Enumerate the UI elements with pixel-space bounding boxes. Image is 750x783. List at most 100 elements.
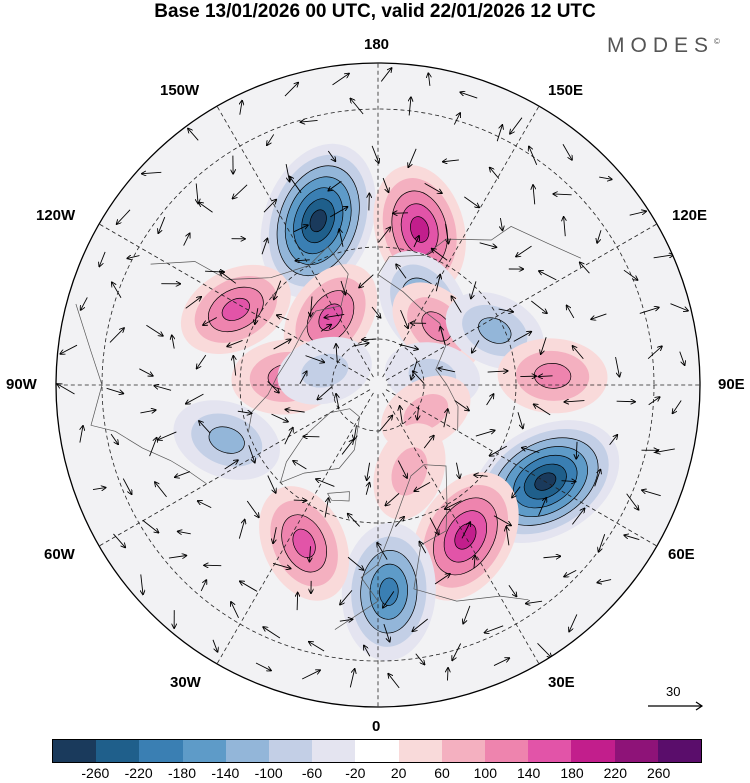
wind-vector bbox=[172, 335, 174, 349]
meridian-line bbox=[216, 392, 374, 665]
wind-vector bbox=[324, 498, 328, 518]
lon-label-30w: 30W bbox=[170, 674, 201, 691]
wind-vector bbox=[561, 481, 576, 482]
wind-vector bbox=[233, 184, 248, 199]
wind-vector bbox=[569, 614, 578, 631]
wind-vector bbox=[380, 68, 391, 82]
colorbar-swatch bbox=[528, 740, 572, 762]
wind-vector bbox=[309, 642, 325, 652]
wind-vector bbox=[445, 223, 448, 244]
wind-vector bbox=[336, 344, 337, 364]
wind-vector bbox=[573, 346, 584, 360]
coastline bbox=[377, 225, 582, 432]
colorbar-tick-label: 260 bbox=[646, 765, 671, 781]
wind-vector bbox=[348, 514, 360, 527]
wind-vector bbox=[339, 619, 353, 621]
wind-vector bbox=[196, 183, 198, 203]
lon-label-30e: 30E bbox=[548, 674, 575, 691]
wind-vector bbox=[175, 471, 191, 478]
wind-vector bbox=[273, 527, 277, 543]
wind-vector bbox=[212, 639, 218, 652]
wind-vector bbox=[487, 371, 508, 372]
colorbar-swatch bbox=[182, 740, 226, 762]
wind-vector bbox=[341, 440, 353, 455]
wind-vector bbox=[267, 134, 275, 145]
colorbar-swatch bbox=[96, 740, 140, 762]
wind-vector bbox=[122, 478, 131, 495]
colorbar-tick-label: 60 bbox=[434, 765, 450, 781]
colorbar-swatch bbox=[614, 740, 658, 762]
wind-vector bbox=[453, 113, 460, 125]
colorbar-swatch bbox=[312, 740, 356, 762]
wind-vector bbox=[460, 92, 478, 99]
wind-vector bbox=[529, 146, 538, 166]
wind-vector bbox=[231, 602, 239, 619]
wind-vector bbox=[220, 271, 237, 284]
wind-vector bbox=[543, 556, 560, 558]
wind-vector bbox=[158, 431, 177, 440]
lon-label-120w: 120W bbox=[36, 207, 76, 224]
wind-vector bbox=[564, 569, 577, 576]
wind-vector bbox=[599, 534, 606, 552]
wind-vector bbox=[285, 409, 305, 412]
colorbar-tick-label: -60 bbox=[301, 765, 323, 781]
brand-text: MODES bbox=[607, 34, 715, 57]
wind-vector bbox=[142, 172, 162, 173]
wind-vector bbox=[81, 297, 88, 310]
wind-vector bbox=[415, 653, 425, 665]
wind-vector bbox=[301, 120, 318, 122]
wind-vector bbox=[591, 313, 607, 319]
wind-vector bbox=[284, 83, 298, 97]
wind-vector bbox=[647, 346, 662, 360]
brand-logo: MODES© bbox=[607, 34, 720, 58]
wind-vector bbox=[443, 160, 459, 162]
lon-label-150e: 150E bbox=[548, 82, 584, 99]
wind-vector bbox=[443, 409, 448, 428]
wind-vector bbox=[354, 425, 356, 440]
wind-vector bbox=[271, 413, 288, 422]
wind-vector bbox=[510, 117, 523, 134]
wind-vector bbox=[396, 264, 407, 279]
wind-vector bbox=[516, 245, 532, 256]
wind-vector bbox=[388, 674, 400, 689]
wind-vector bbox=[445, 500, 462, 509]
wind-vector bbox=[393, 213, 408, 214]
wind-vector bbox=[567, 305, 575, 319]
reference-vector-label: 30 bbox=[666, 684, 681, 699]
wind-vector bbox=[397, 460, 407, 478]
wind-vector bbox=[199, 421, 211, 434]
wind-vector bbox=[475, 430, 495, 437]
wind-vector bbox=[299, 371, 307, 385]
colorbar-tick-label: 100 bbox=[473, 765, 498, 781]
wind-vector bbox=[451, 296, 462, 313]
colorbar-swatch bbox=[225, 740, 270, 762]
lon-label-180: 180 bbox=[364, 36, 390, 53]
anomaly-contour bbox=[309, 209, 327, 233]
wind-vector bbox=[653, 255, 674, 259]
colorbar-swatch bbox=[398, 740, 442, 762]
wind-vector bbox=[60, 344, 78, 354]
wind-vector bbox=[261, 239, 267, 255]
wind-vector bbox=[324, 314, 345, 317]
colorbar-swatch bbox=[485, 740, 529, 762]
wind-vector bbox=[366, 483, 369, 495]
wind-vector bbox=[310, 296, 312, 317]
wind-vector bbox=[599, 177, 612, 179]
wind-vector bbox=[197, 354, 207, 368]
wind-vector bbox=[461, 522, 470, 539]
wind-vector bbox=[316, 479, 335, 487]
anomaly-contour bbox=[208, 426, 245, 454]
wind-vector bbox=[92, 488, 106, 490]
wind-vector bbox=[339, 229, 344, 247]
meridian-line bbox=[385, 389, 658, 547]
wind-vector bbox=[537, 643, 551, 657]
meridian-line bbox=[216, 105, 374, 378]
wind-vector bbox=[624, 535, 640, 541]
wind-vector bbox=[490, 168, 500, 179]
wind-vector bbox=[203, 317, 217, 326]
wind-vector bbox=[409, 97, 411, 116]
wind-vector bbox=[109, 328, 124, 343]
wind-vector bbox=[539, 271, 557, 281]
wind-vector bbox=[359, 274, 374, 288]
